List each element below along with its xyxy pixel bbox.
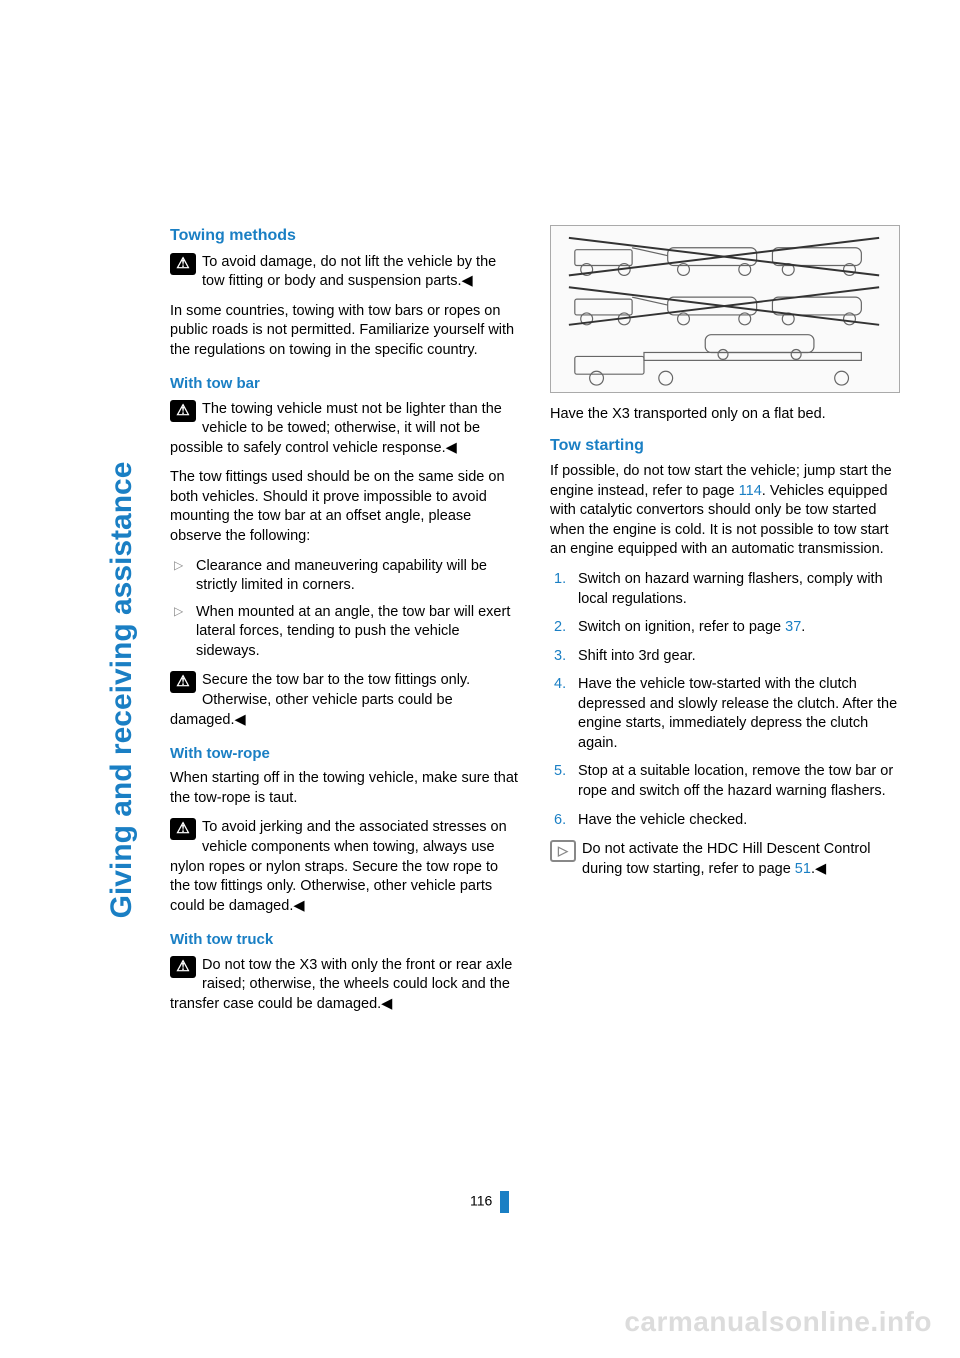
heading-tow-starting: Tow starting [550,435,900,457]
step-number: 2. [554,618,566,638]
step-number: 4. [554,675,566,695]
heading-with-tow-bar: With tow bar [170,374,520,394]
warning-note: To avoid jerking and the associated stre… [170,818,520,916]
diagram-caption: Have the X3 transported only on a flat b… [550,405,900,425]
warning-icon [170,956,196,978]
warning-text: To avoid jerking and the associated stre… [170,819,507,913]
heading-with-tow-truck: With tow truck [170,930,520,950]
warning-icon [170,671,196,693]
step-number: 5. [554,762,566,782]
list-item: 4. Have the vehicle tow-started with the … [554,675,900,753]
page-number-text: 116 [470,1193,492,1209]
page-link[interactable]: 37 [785,619,801,635]
body-paragraph: When starting off in the towing vehicle,… [170,769,520,808]
warning-text: To avoid damage, do not lift the vehicle… [202,254,496,290]
step-text: Switch on hazard warning flashers, compl… [578,571,883,607]
heading-towing-methods: Towing methods [170,225,520,247]
warning-text: The towing vehicle must not be lighter t… [170,401,502,456]
warning-note: Secure the tow bar to the tow fittings o… [170,671,520,730]
page-number: 116 [470,1191,509,1213]
right-column: Have the X3 transported only on a flat b… [550,225,900,1024]
content-area: Towing methods To avoid damage, do not l… [170,225,900,1024]
step-number: 6. [554,811,566,831]
step-text: Have the vehicle checked. [578,812,747,828]
step-number: 3. [554,647,566,667]
info-note: Do not activate the HDC Hill Descent Con… [550,840,900,879]
body-paragraph: The tow fittings used should be on the s… [170,468,520,546]
warning-text: Do not tow the X3 with only the front or… [170,957,512,1012]
warning-note: Do not tow the X3 with only the front or… [170,956,520,1015]
list-item: When mounted at an angle, the tow bar wi… [174,603,520,662]
note-text: .◀ [811,861,826,877]
step-text: Stop at a suitable location, remove the … [578,763,893,799]
body-paragraph: In some countries, towing with tow bars … [170,302,520,361]
list-item: Clearance and maneuvering capability wil… [174,557,520,596]
warning-icon [170,818,196,840]
list-item: 1. Switch on hazard warning flashers, com… [554,570,900,609]
list-item: 6. Have the vehicle checked. [554,811,900,831]
towing-diagram [550,225,900,393]
body-paragraph: If possible, do not tow start the vehicl… [550,462,900,560]
left-column: Towing methods To avoid damage, do not l… [170,225,520,1024]
warning-icon [170,400,196,422]
step-text: Have the vehicle tow-started with the cl… [578,676,897,751]
numbered-list: 1. Switch on hazard warning flashers, com… [550,570,900,830]
side-vertical-title: Giving and receiving assistance [105,462,139,919]
warning-note: To avoid damage, do not lift the vehicle… [170,253,520,292]
bullet-list: Clearance and maneuvering capability wil… [170,557,520,662]
list-item: 3. Shift into 3rd gear. [554,647,900,667]
page-link[interactable]: 114 [739,483,762,499]
warning-icon [170,253,196,275]
list-item: 5. Stop at a suitable location, remove th… [554,762,900,801]
page-link[interactable]: 51 [795,861,811,877]
info-icon [550,840,576,862]
note-text: Do not activate the HDC Hill Descent Con… [582,841,871,877]
heading-with-tow-rope: With tow-rope [170,744,520,764]
watermark: carmanualsonline.info [624,1306,932,1338]
step-text: Shift into 3rd gear. [578,648,696,664]
page-number-bar-icon [500,1191,509,1213]
step-text: . [801,619,805,635]
list-item: 2. Switch on ignition, refer to page 37. [554,618,900,638]
warning-note: The towing vehicle must not be lighter t… [170,400,520,459]
warning-text: Secure the tow bar to the tow fittings o… [170,672,470,727]
step-number: 1. [554,570,566,590]
step-text: Switch on ignition, refer to page [578,619,785,635]
